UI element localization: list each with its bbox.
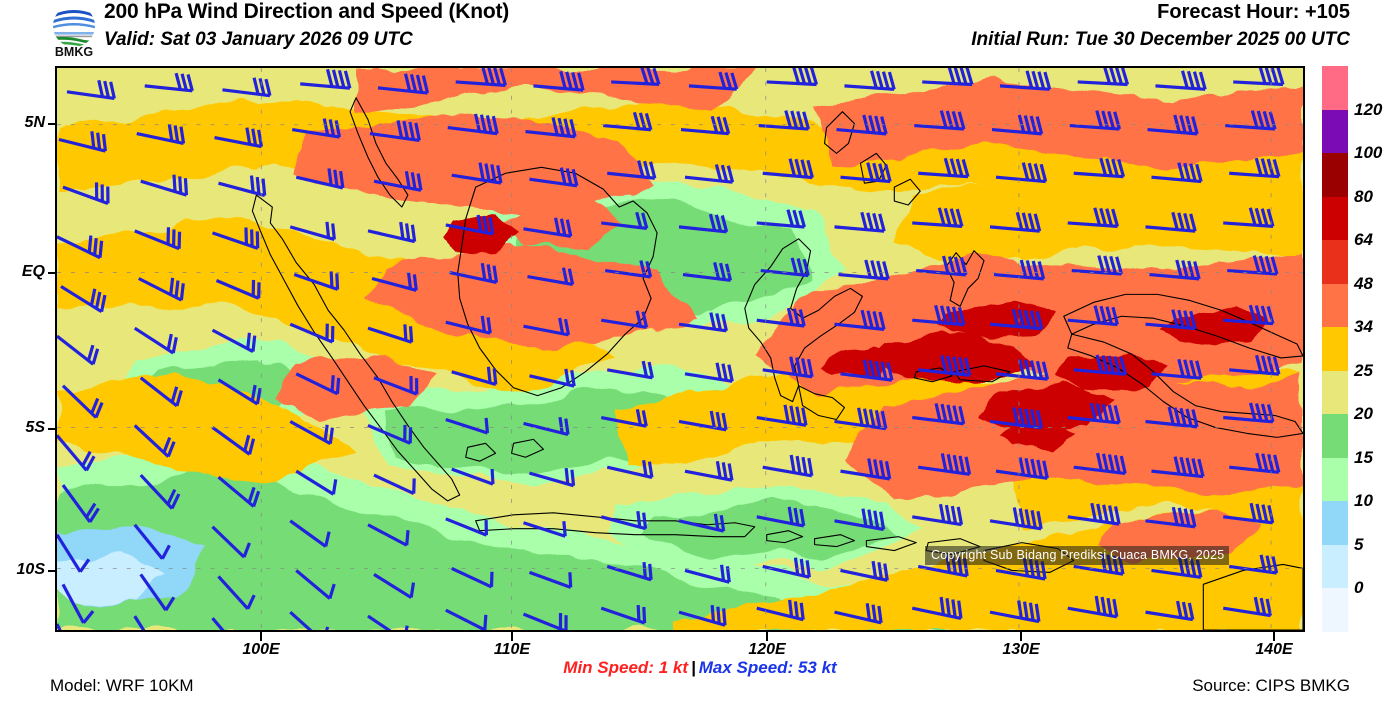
forecast-hour-label: Forecast Hour: +105 — [1157, 1, 1350, 23]
colorbar-label-20: 20 — [1354, 404, 1373, 424]
initial-run-label: Initial Run: Tue 30 December 2025 00 UTC — [971, 29, 1350, 50]
speed-extremes: Min Speed: 1 kt | Max Speed: 53 kt — [0, 658, 1400, 678]
x-tick-130e — [1020, 632, 1022, 641]
speed-colorbar — [1322, 66, 1348, 632]
max-speed-label: Max Speed: 53 kt — [698, 658, 837, 677]
minmax-separator: | — [690, 658, 696, 677]
colorbar-segment — [1322, 501, 1348, 545]
colorbar-label-0: 0 — [1354, 578, 1364, 598]
page-title: 200 hPa Wind Direction and Speed (Knot) — [104, 0, 510, 23]
graticule — [57, 68, 1303, 630]
colorbar-label-80: 80 — [1354, 186, 1373, 206]
colorbar-label-10: 10 — [1354, 491, 1373, 511]
y-axis-label-5n: 5N — [24, 114, 45, 131]
bmkg-logo-icon: BMKG — [53, 5, 95, 58]
copyright-watermark: Copyright Sub Bidang Prediksi Cuaca BMKG… — [925, 546, 1230, 565]
y-axis-label-eq: EQ — [21, 263, 45, 280]
x-axis-label-110e: 110E — [493, 641, 531, 658]
x-tick-120e — [766, 632, 768, 641]
x-axis-label-140e: 140E — [1255, 641, 1293, 658]
colorbar-label-34: 34 — [1354, 317, 1373, 337]
colorbar-label-120: 120 — [1354, 99, 1383, 119]
colorbar-label-15: 15 — [1354, 447, 1373, 467]
y-axis-label-10s: 10S — [16, 561, 45, 578]
y-tick-5s — [48, 428, 57, 430]
x-tick-140e — [1273, 632, 1275, 641]
y-axis-label-5s: 5S — [25, 419, 45, 436]
colorbar-segment — [1322, 457, 1348, 502]
bmkg-logo-label: BMKG — [55, 45, 93, 58]
colorbar-label-5: 5 — [1354, 534, 1364, 554]
y-tick-5n — [48, 123, 57, 125]
colorbar-segment — [1322, 544, 1348, 589]
min-speed-label: Min Speed: 1 kt — [563, 658, 688, 677]
source-label: Source: CIPS BMKG — [1192, 676, 1350, 695]
valid-time-label: Valid: Sat 03 January 2026 09 UTC — [104, 29, 413, 50]
model-label: Model: WRF 10KM — [50, 676, 194, 695]
x-tick-110e — [511, 632, 513, 641]
colorbar-segment — [1322, 196, 1348, 241]
colorbar-segment — [1322, 588, 1348, 632]
colorbar-segment — [1322, 109, 1348, 154]
colorbar-segment — [1322, 240, 1348, 284]
x-axis-label-100e: 100E — [242, 641, 280, 658]
colorbar-segment — [1322, 153, 1348, 197]
x-axis-label-130e: 130E — [1002, 641, 1040, 658]
colorbar-segment — [1322, 370, 1348, 415]
colorbar-label-100: 100 — [1354, 143, 1383, 163]
x-tick-100e — [260, 632, 262, 641]
y-tick-10s — [48, 570, 57, 572]
colorbar-label-64: 64 — [1354, 230, 1373, 250]
wind-speed-map[interactable] — [55, 66, 1305, 632]
y-tick-eq — [48, 272, 57, 274]
x-axis-label-120e: 120E — [748, 641, 786, 658]
colorbar-label-48: 48 — [1354, 273, 1373, 293]
map-canvas — [57, 68, 1303, 630]
colorbar-label-25: 25 — [1354, 360, 1373, 380]
colorbar-segment — [1322, 414, 1348, 458]
colorbar-segment — [1322, 283, 1348, 328]
colorbar-segment — [1322, 66, 1348, 110]
colorbar-segment — [1322, 327, 1348, 371]
